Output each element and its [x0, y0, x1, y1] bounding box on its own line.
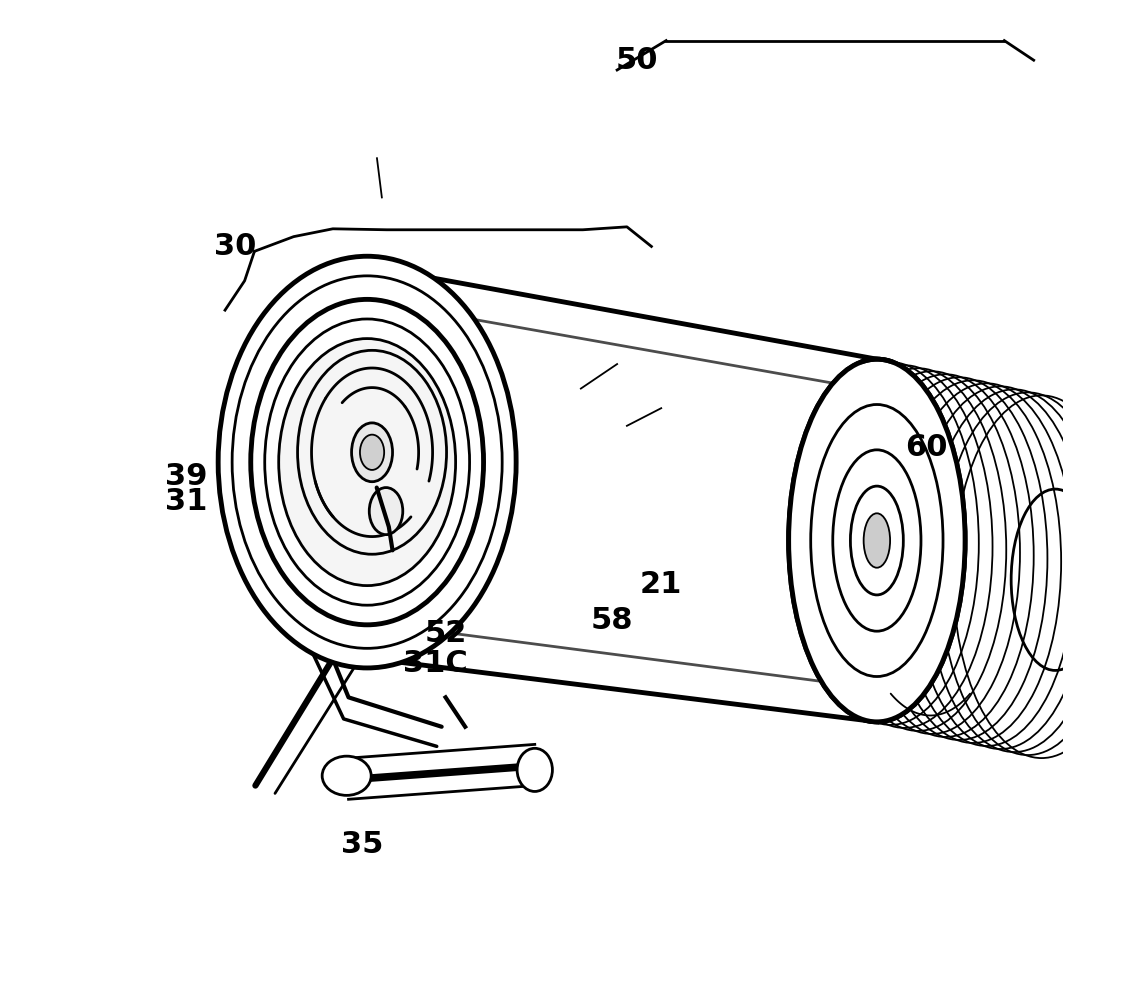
Ellipse shape	[360, 434, 384, 470]
Text: 35: 35	[342, 830, 384, 859]
Text: 60: 60	[904, 433, 947, 462]
Text: 21: 21	[639, 570, 682, 599]
Ellipse shape	[251, 300, 484, 625]
Ellipse shape	[788, 359, 965, 722]
Ellipse shape	[850, 487, 903, 595]
Text: 31: 31	[165, 487, 207, 516]
Ellipse shape	[352, 423, 393, 482]
Text: 31C: 31C	[403, 649, 469, 677]
Ellipse shape	[233, 276, 502, 649]
Ellipse shape	[517, 748, 552, 791]
Ellipse shape	[322, 756, 371, 795]
Ellipse shape	[864, 513, 890, 568]
Ellipse shape	[810, 405, 943, 676]
Ellipse shape	[218, 257, 516, 667]
Ellipse shape	[278, 338, 456, 586]
Text: 30: 30	[213, 232, 256, 260]
Ellipse shape	[369, 488, 402, 535]
Text: 58: 58	[591, 607, 634, 635]
Ellipse shape	[788, 359, 965, 722]
Text: 52: 52	[424, 619, 466, 648]
Text: 39: 39	[165, 462, 207, 492]
Text: 50: 50	[615, 45, 658, 75]
Ellipse shape	[833, 450, 921, 631]
